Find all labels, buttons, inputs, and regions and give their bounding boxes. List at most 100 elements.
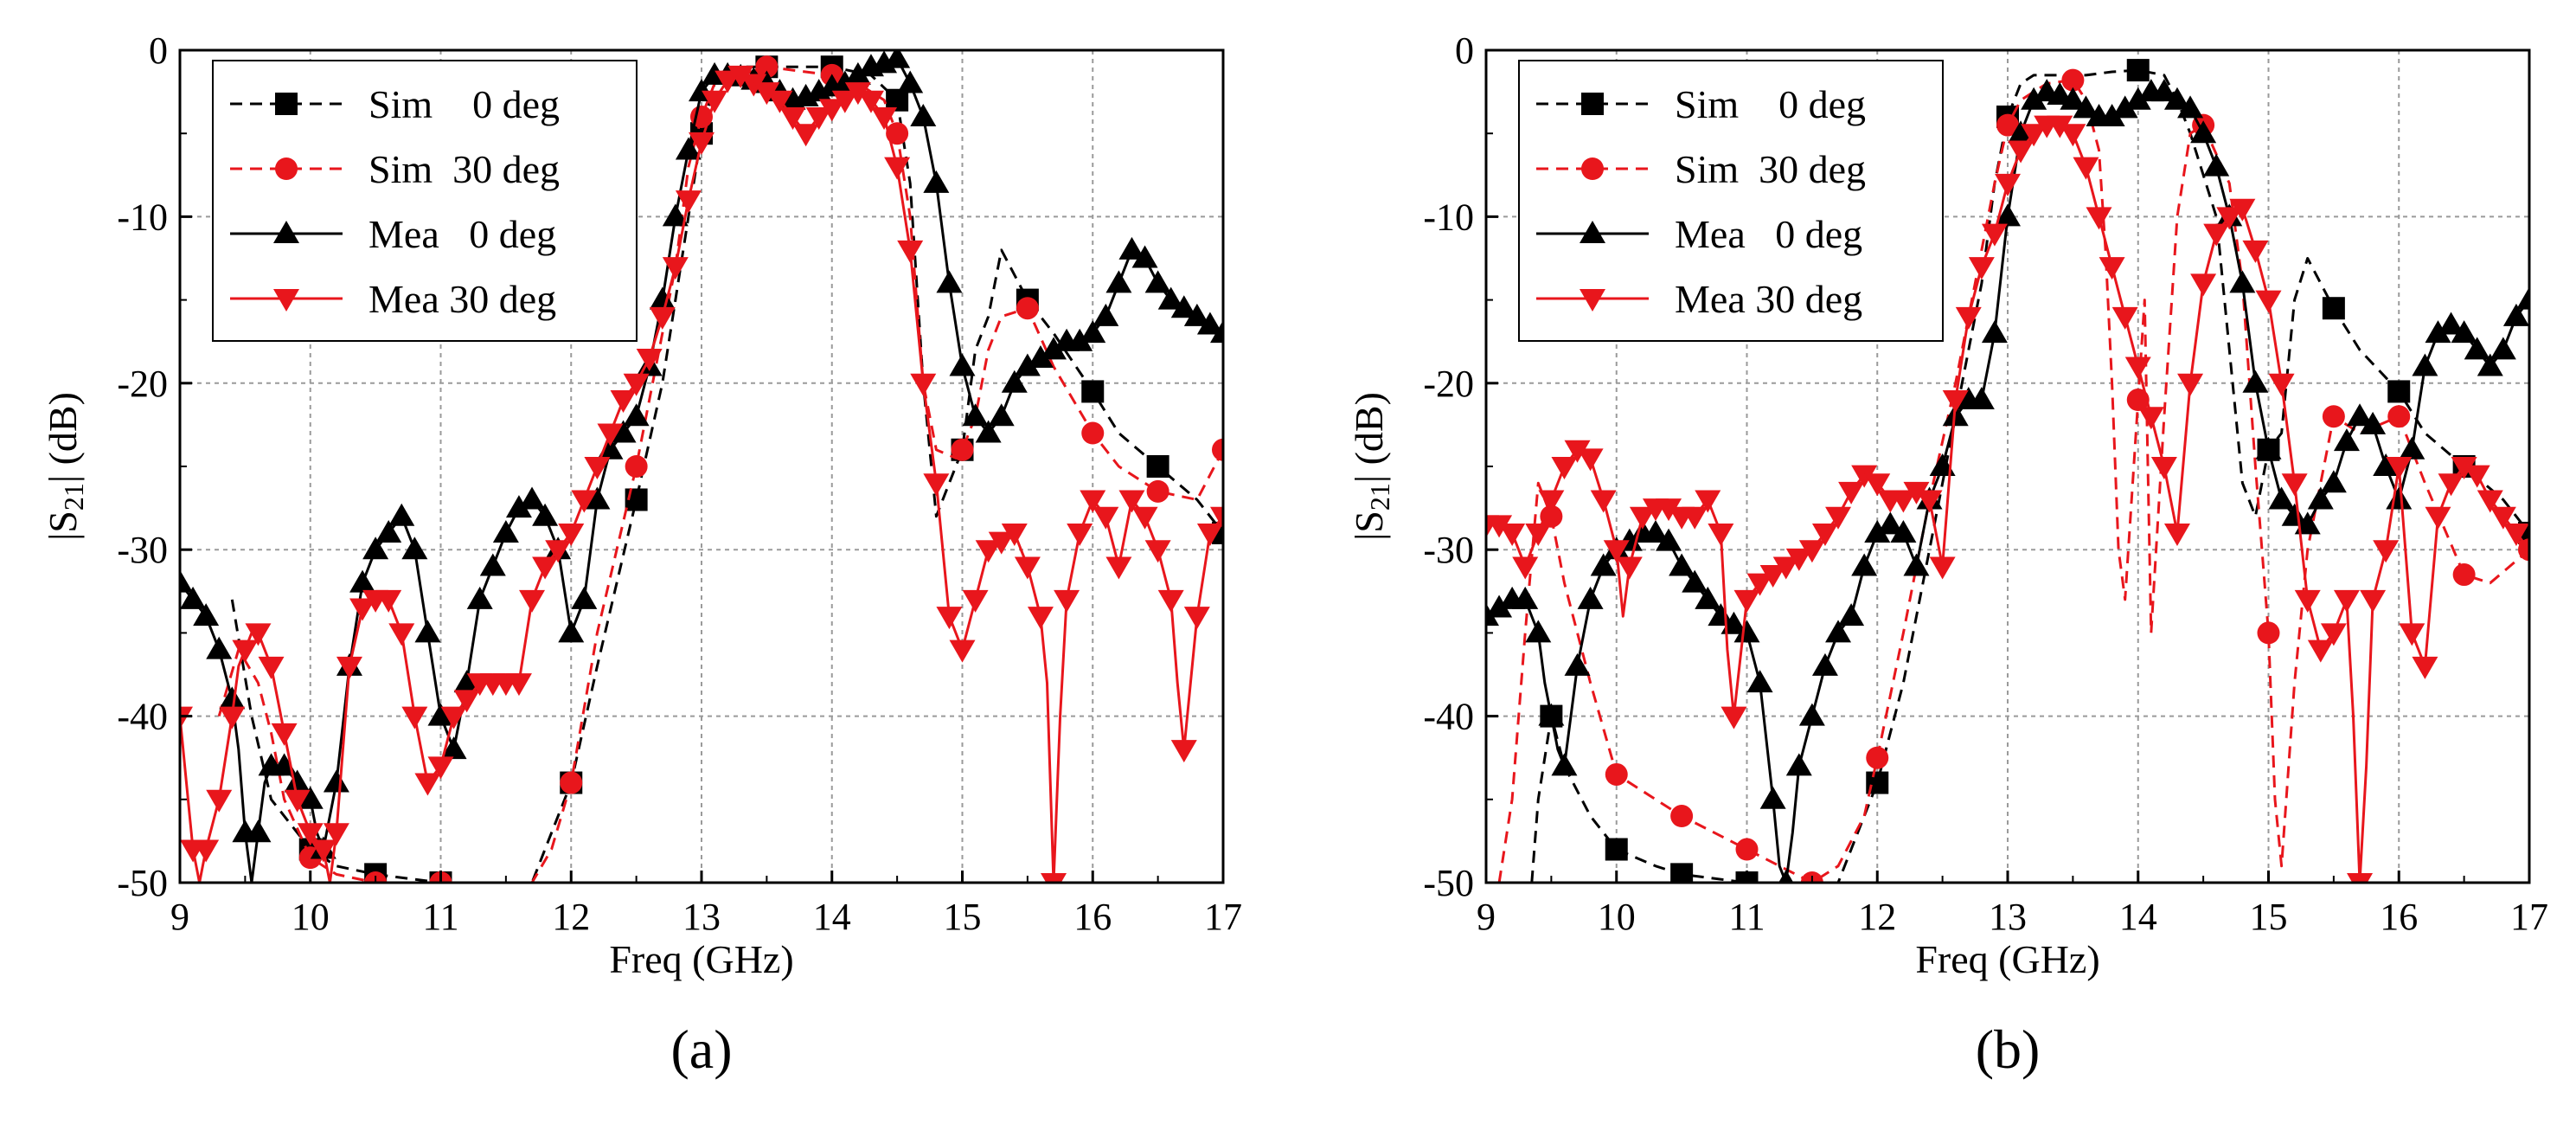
data-point bbox=[2294, 589, 2321, 613]
data-point bbox=[649, 306, 676, 330]
data-point bbox=[2294, 511, 2321, 535]
data-point bbox=[505, 495, 532, 518]
y-tick-label: -40 bbox=[1423, 696, 1474, 738]
data-point bbox=[2425, 506, 2451, 530]
data-point bbox=[1196, 312, 1223, 335]
data-point bbox=[949, 353, 976, 376]
data-point bbox=[401, 537, 428, 560]
data-point bbox=[1170, 295, 1197, 318]
data-point bbox=[180, 569, 193, 593]
data-point bbox=[2060, 124, 2086, 147]
data-point bbox=[2320, 623, 2347, 646]
data-point bbox=[1759, 565, 1786, 588]
data-point bbox=[910, 373, 937, 396]
data-point bbox=[2387, 405, 2411, 428]
data-point bbox=[206, 636, 233, 659]
data-point bbox=[1067, 523, 1093, 546]
data-point bbox=[1968, 387, 1995, 410]
panel-caption: (a) bbox=[670, 1019, 732, 1080]
x-tick-label: 10 bbox=[1598, 896, 1636, 938]
data-point bbox=[532, 556, 559, 580]
data-point bbox=[1851, 465, 1878, 488]
data-point bbox=[2451, 320, 2477, 344]
data-point bbox=[2111, 306, 2138, 330]
data-point bbox=[1746, 670, 1773, 693]
data-point bbox=[1080, 490, 1106, 513]
data-point bbox=[219, 706, 246, 729]
data-point bbox=[284, 769, 311, 793]
data-point bbox=[258, 656, 285, 679]
legend-entry: Sim 30 deg bbox=[1536, 147, 1866, 191]
data-point bbox=[1041, 873, 1067, 883]
data-point bbox=[2320, 470, 2347, 493]
data-point bbox=[414, 773, 441, 796]
data-point bbox=[2190, 273, 2217, 297]
legend-marker bbox=[1581, 93, 1604, 115]
data-point bbox=[1811, 523, 1838, 546]
data-point bbox=[1212, 438, 1223, 461]
data-point bbox=[362, 537, 389, 560]
data-point bbox=[2150, 457, 2177, 479]
data-point bbox=[844, 61, 871, 85]
data-point bbox=[2242, 240, 2269, 263]
data-point bbox=[2229, 270, 2256, 293]
data-point bbox=[623, 373, 650, 396]
data-point bbox=[2373, 540, 2400, 563]
data-point bbox=[2163, 87, 2190, 110]
data-point bbox=[2126, 59, 2150, 82]
x-tick-label: 13 bbox=[682, 896, 721, 938]
x-tick-label: 9 bbox=[170, 896, 189, 938]
data-point bbox=[2360, 589, 2387, 613]
data-point bbox=[1811, 652, 1838, 676]
data-point bbox=[1785, 548, 1812, 571]
data-point bbox=[988, 531, 1015, 555]
data-point bbox=[884, 50, 911, 68]
data-point bbox=[558, 620, 585, 643]
data-point bbox=[1081, 380, 1105, 403]
y-tick-label: -50 bbox=[1423, 862, 1474, 904]
data-point bbox=[1590, 490, 1617, 513]
data-point bbox=[962, 589, 989, 613]
data-point bbox=[505, 673, 532, 697]
data-point bbox=[1512, 556, 1539, 580]
data-point bbox=[2489, 506, 2516, 530]
data-point bbox=[1825, 620, 1852, 643]
data-point bbox=[2126, 389, 2150, 412]
data-point bbox=[1144, 540, 1171, 563]
data-point bbox=[245, 819, 272, 843]
y-tick-label: -30 bbox=[117, 529, 168, 571]
data-point bbox=[2438, 473, 2464, 497]
legend-label: Mea 30 deg bbox=[1675, 277, 1862, 321]
data-point bbox=[519, 486, 546, 510]
legend-entry: Sim 0 deg bbox=[230, 82, 560, 126]
data-point bbox=[193, 603, 220, 627]
data-point bbox=[1093, 303, 1119, 326]
data-point bbox=[1890, 519, 1917, 543]
data-point bbox=[1512, 586, 1539, 609]
data-point bbox=[988, 403, 1015, 427]
data-point bbox=[1695, 586, 1721, 609]
data-point bbox=[2399, 623, 2425, 646]
data-point bbox=[2452, 563, 2476, 587]
data-point bbox=[1001, 370, 1028, 393]
data-point bbox=[1118, 236, 1145, 260]
data-point bbox=[1538, 703, 1565, 726]
data-point bbox=[636, 348, 663, 371]
data-point bbox=[2124, 357, 2151, 380]
data-point bbox=[2464, 337, 2490, 360]
data-point bbox=[2281, 503, 2308, 526]
data-point bbox=[2021, 87, 2047, 110]
data-point bbox=[1669, 553, 1695, 576]
data-point bbox=[2477, 353, 2503, 376]
legend-label: Sim 0 deg bbox=[1675, 82, 1866, 126]
data-point bbox=[375, 589, 402, 613]
data-point bbox=[2268, 373, 2295, 396]
data-point bbox=[1616, 556, 1643, 580]
y-axis-label: |S21| (dB) bbox=[41, 392, 89, 541]
data-point bbox=[2255, 290, 2282, 313]
data-point bbox=[740, 74, 767, 97]
data-point bbox=[2099, 257, 2125, 280]
data-point bbox=[886, 122, 909, 145]
data-point bbox=[1968, 257, 1995, 280]
legend-entry: Mea 30 deg bbox=[1536, 277, 1862, 321]
